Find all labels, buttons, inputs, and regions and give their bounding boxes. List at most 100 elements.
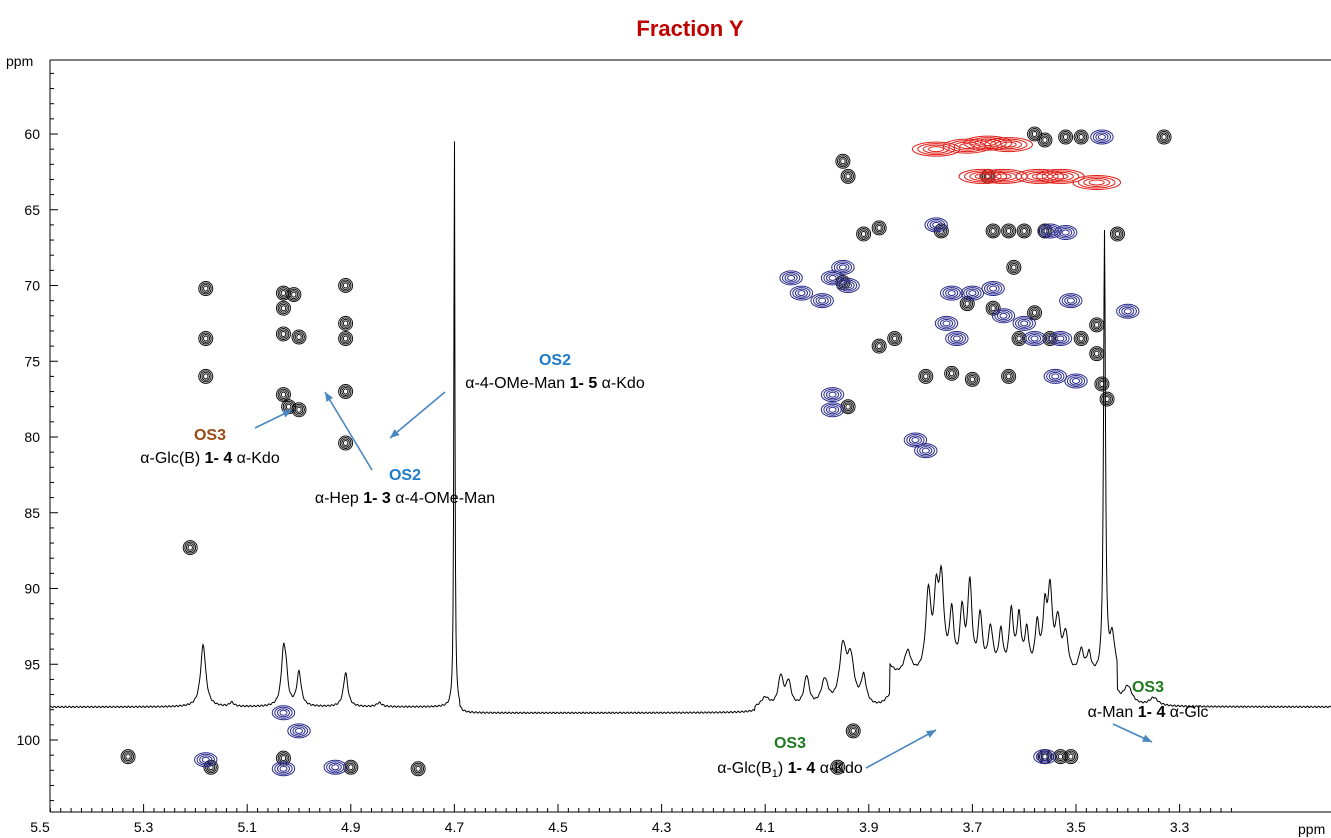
annotation-label-os3-glcb-kdo: α-Glc(B) 1- 4 α-Kdo xyxy=(140,450,280,467)
cross-peak-blue xyxy=(924,217,948,233)
contour-ring xyxy=(1061,229,1070,236)
annotation-tag-os2-hep-man: OS2 xyxy=(389,467,421,484)
contour-ring xyxy=(120,749,136,765)
contour-ring xyxy=(1161,134,1167,141)
contour-ring xyxy=(838,277,848,287)
contour-ring xyxy=(921,447,930,454)
cross-peak-black xyxy=(1042,331,1058,347)
contour-ring xyxy=(965,288,979,298)
contour-ring xyxy=(959,143,976,150)
contour-ring xyxy=(856,226,872,242)
contour-ring xyxy=(1092,320,1102,330)
contour-ring xyxy=(840,158,846,165)
contour-ring xyxy=(182,540,198,556)
contour-ring xyxy=(341,387,350,397)
contour-ring xyxy=(199,755,213,765)
contour-ring xyxy=(779,270,803,286)
contour-ring xyxy=(341,438,350,448)
annotation-part: α-4-OMe-Man xyxy=(465,375,569,392)
contour-ring xyxy=(287,723,311,739)
x-axis-ticks: 5.5 5.3 5.1 4.9 4.7 4.5 4.3 4.1 3.9 3.7 3.5 3.3 xyxy=(30,804,1232,835)
contour-ring xyxy=(919,370,932,383)
contour-ring xyxy=(924,217,948,233)
cross-peak-black xyxy=(291,329,307,345)
cross-peak-blue xyxy=(1022,331,1047,347)
contour-ring xyxy=(843,171,853,181)
contour-ring xyxy=(201,284,211,294)
arrow-head xyxy=(1142,734,1152,742)
cross-peak-blue xyxy=(991,308,1016,324)
contour-ring xyxy=(942,320,951,327)
contour-ring xyxy=(963,287,982,300)
contour-ring xyxy=(923,373,929,380)
contour-ring xyxy=(1062,134,1069,141)
contour-ring xyxy=(1005,227,1012,234)
contour-ring xyxy=(280,290,287,297)
annotation-tag-os3-glcb-kdo: OS3 xyxy=(194,427,226,444)
contour-ring xyxy=(1015,317,1034,330)
contour-ring xyxy=(945,367,958,380)
contour-ring xyxy=(787,274,796,281)
contour-ring xyxy=(1058,129,1074,145)
contour-ring xyxy=(279,765,288,772)
contour-ring xyxy=(860,230,867,237)
contour-ring xyxy=(203,373,209,380)
contour-ring xyxy=(871,338,887,354)
contour-ring xyxy=(1009,262,1019,272)
annotation-part: α-Glc(B xyxy=(717,760,772,777)
contour-ring xyxy=(990,227,996,234)
contour-ring xyxy=(1016,335,1022,342)
contour-ring xyxy=(873,221,886,234)
contour-ring xyxy=(1015,168,1065,184)
contour-ring xyxy=(203,335,209,342)
contour-ring xyxy=(1030,335,1039,342)
cross-peak-black xyxy=(840,399,856,415)
x-tick-label: 4.3 xyxy=(652,819,672,835)
contour-ring xyxy=(810,293,834,309)
contour-ring xyxy=(285,403,292,410)
contour-ring xyxy=(1037,132,1053,148)
cross-peak-black xyxy=(275,387,291,403)
y-axis-ticks: 60 65 70 75 80 85 90 95 100 xyxy=(17,72,58,802)
contour-ring xyxy=(1121,306,1135,316)
contour-ring xyxy=(828,391,837,398)
contour-ring xyxy=(1109,226,1125,242)
contour-ring xyxy=(874,341,884,351)
contour-ring xyxy=(1051,373,1060,380)
x-tick-label: 4.1 xyxy=(755,819,775,835)
contour-ring xyxy=(296,334,302,341)
contour-ring xyxy=(296,406,302,413)
annotation-label-os2-hep-man: α-Hep 1- 3 α-4-OMe-Man xyxy=(315,490,495,507)
contour-ring xyxy=(985,300,1001,316)
contour-ring xyxy=(892,335,898,342)
contour-ring xyxy=(1075,131,1088,144)
contour-ring xyxy=(123,752,133,762)
contour-ring xyxy=(968,374,977,384)
contour-ring xyxy=(917,143,956,156)
x-axis-unit-label: ppm xyxy=(1298,821,1325,837)
contour-ring xyxy=(935,224,948,237)
contour-ring xyxy=(275,326,291,342)
cross-peak-red xyxy=(979,168,1028,184)
contour-ring xyxy=(342,282,349,289)
contour-ring xyxy=(1156,129,1172,145)
cross-peak-black xyxy=(338,331,354,347)
cross-peak-black xyxy=(1058,129,1074,145)
cross-peak-blue xyxy=(1116,303,1140,319)
plot-area xyxy=(49,59,1331,813)
annotation-part: α-Glc xyxy=(1165,704,1208,721)
cross-peak-black xyxy=(198,368,214,384)
contour-ring xyxy=(848,726,858,736)
contour-ring xyxy=(1042,137,1048,144)
contour-ring xyxy=(1018,224,1031,237)
contour-ring xyxy=(947,332,966,345)
cross-peak-black xyxy=(1063,749,1079,765)
contour-ring xyxy=(1076,334,1086,344)
contour-ring xyxy=(1094,350,1100,357)
arrow-head xyxy=(325,392,334,402)
cross-peak-black xyxy=(1006,259,1022,275)
annotation-linkage: 1- 4 xyxy=(788,760,816,777)
x-tick-label: 4.9 xyxy=(341,819,361,835)
cross-peak-blue xyxy=(271,761,296,777)
contour-ring xyxy=(413,764,423,774)
